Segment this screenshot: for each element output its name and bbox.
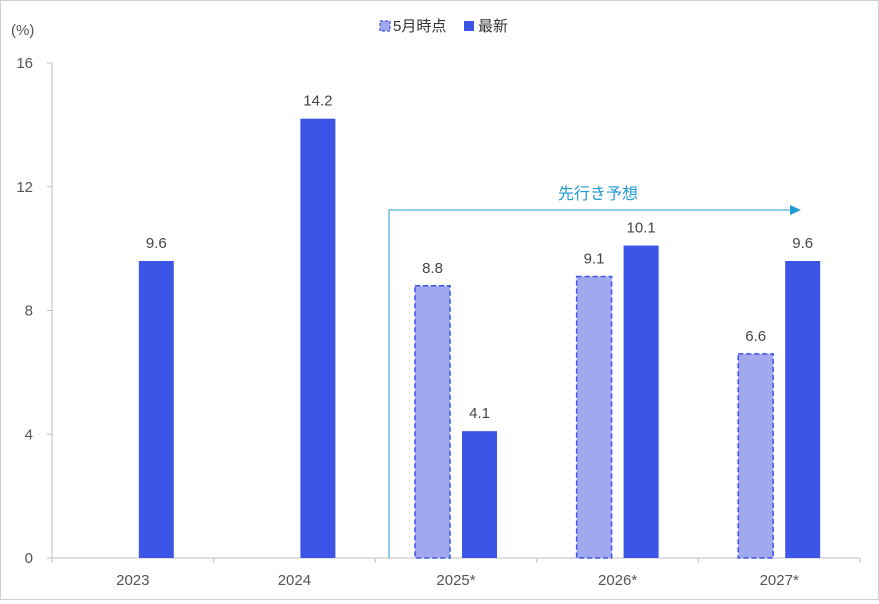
y-tick-label: 8 xyxy=(25,303,33,320)
forecast-annotation-label: 先行き予想 xyxy=(558,185,638,203)
bar-saishin xyxy=(462,431,497,558)
data-label-saishin: 10.1 xyxy=(626,220,655,237)
x-tick-label: 2026* xyxy=(598,572,637,589)
legend-label-saishin: 最新 xyxy=(478,18,508,35)
x-tick-label: 2023 xyxy=(116,572,149,589)
x-tick-label: 2025* xyxy=(436,572,475,589)
y-tick-label: 4 xyxy=(25,426,33,443)
legend-swatch-saishin xyxy=(464,21,474,31)
data-label-5gatsu-jiten: 6.6 xyxy=(745,328,766,345)
bar-saishin xyxy=(623,245,659,558)
y-unit-label: (%) xyxy=(11,22,34,39)
bar-5gatsu-jiten xyxy=(414,285,451,559)
y-tick-label: 0 xyxy=(25,550,33,567)
data-label-saishin: 14.2 xyxy=(303,93,332,110)
data-label-5gatsu-jiten: 8.8 xyxy=(422,260,443,277)
bar-5gatsu-jiten xyxy=(737,353,774,559)
x-tick-label: 2024 xyxy=(278,572,311,589)
x-tick-label: 2027* xyxy=(760,572,799,589)
bar-saishin xyxy=(138,261,174,558)
y-tick-label: 12 xyxy=(16,179,33,196)
legend-swatch-5gatsu-jiten xyxy=(379,20,391,32)
data-label-5gatsu-jiten: 9.1 xyxy=(584,250,605,267)
data-label-saishin: 9.6 xyxy=(146,235,167,252)
data-label-saishin: 4.1 xyxy=(469,405,490,422)
bar-saishin xyxy=(785,261,821,558)
data-label-saishin: 9.6 xyxy=(792,235,813,252)
bar-saishin xyxy=(300,118,336,558)
y-tick-label: 16 xyxy=(16,55,33,72)
legend-label-5gatsu-jiten: 5月時点 xyxy=(393,18,446,35)
bar-5gatsu-jiten xyxy=(575,275,613,559)
forecast-arrow-head xyxy=(790,205,801,215)
